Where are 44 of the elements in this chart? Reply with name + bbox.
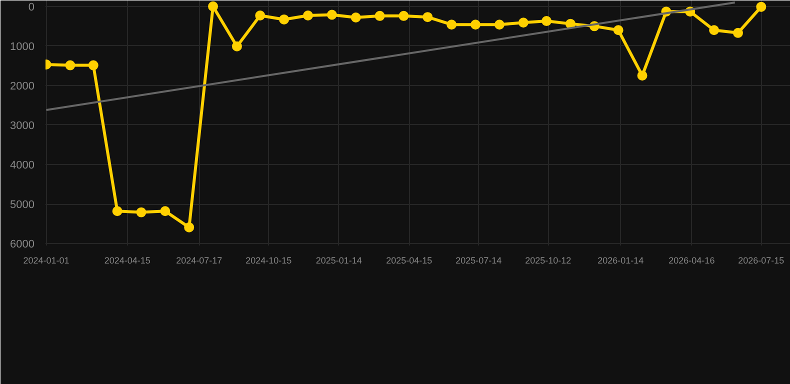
point [613,25,624,36]
y-tick-label: 0 [28,1,35,14]
y-tick-label: 3000 [10,120,35,132]
point [255,10,266,21]
y-tick-label: 1000 [10,40,35,53]
y-tick-label: 4000 [10,159,35,172]
x-tick-label: 2025-10-12 [525,256,572,266]
point [112,206,122,216]
point [494,20,504,30]
point [208,1,218,12]
point [398,10,409,21]
x-tick-label: 2026-07-15 [738,256,784,266]
point [160,206,170,216]
point [136,207,146,218]
y-tick-label: 6000 [10,238,35,251]
y-tick-label: 5000 [10,199,35,212]
x-tick-label: 2024-07-17 [176,256,222,266]
x-tick-label: 2024-04-15 [104,256,150,266]
x-tick-label: 2026-01-14 [598,256,644,266]
point [326,10,337,20]
x-tick-label: 2025-07-14 [456,256,502,266]
x-tick-label: 2025-01-14 [316,256,362,266]
x-tick-label: 2024-01-01 [23,256,70,266]
point [232,41,242,52]
point [470,20,481,30]
point [302,10,313,21]
y-tick-label: 2000 [10,80,35,92]
x-tick-label: 2026-04-16 [668,256,715,266]
point [65,60,76,70]
point [542,16,552,26]
x-tick-label: 2025-04-15 [386,256,432,266]
point [279,14,290,24]
point [733,28,744,38]
point [88,60,98,70]
point [184,222,194,232]
point [709,25,720,36]
point [756,2,766,12]
point [374,10,385,21]
point [422,12,433,22]
x-tick-label: 2024-10-15 [246,256,292,266]
point [446,20,457,30]
point [518,18,528,28]
point [350,12,361,22]
point [637,70,648,81]
